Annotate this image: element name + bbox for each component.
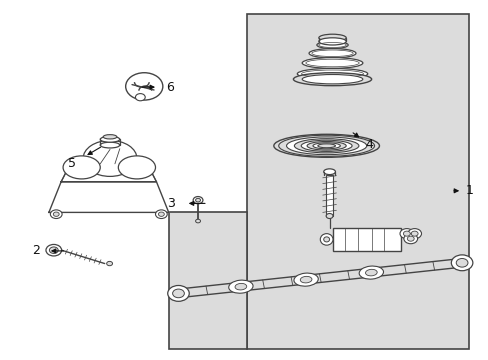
Ellipse shape (318, 34, 346, 41)
Circle shape (455, 258, 467, 267)
Circle shape (410, 231, 417, 236)
Ellipse shape (300, 276, 311, 283)
Circle shape (167, 285, 189, 301)
Circle shape (399, 229, 413, 239)
Ellipse shape (106, 261, 112, 266)
Ellipse shape (286, 137, 366, 155)
Ellipse shape (365, 269, 376, 276)
Text: 3: 3 (167, 197, 175, 210)
Ellipse shape (103, 135, 117, 139)
Ellipse shape (317, 144, 335, 148)
Ellipse shape (273, 134, 379, 157)
Ellipse shape (312, 143, 340, 149)
Circle shape (49, 247, 58, 253)
Ellipse shape (302, 58, 362, 68)
Ellipse shape (195, 219, 200, 223)
Ellipse shape (323, 237, 329, 242)
Text: 1: 1 (465, 184, 472, 197)
Text: 4: 4 (365, 138, 372, 151)
Circle shape (195, 198, 200, 202)
Bar (168, 212, 246, 349)
Circle shape (403, 231, 409, 236)
Ellipse shape (100, 136, 120, 142)
Ellipse shape (294, 139, 358, 153)
Ellipse shape (135, 94, 145, 101)
Circle shape (172, 289, 184, 298)
Circle shape (125, 73, 163, 100)
Circle shape (155, 210, 167, 219)
Ellipse shape (100, 142, 120, 148)
Ellipse shape (308, 49, 355, 58)
Ellipse shape (316, 41, 347, 49)
Circle shape (403, 234, 417, 244)
Text: 6: 6 (166, 81, 174, 94)
Ellipse shape (318, 38, 346, 45)
Ellipse shape (118, 156, 155, 179)
Ellipse shape (293, 273, 318, 286)
Ellipse shape (306, 141, 346, 150)
Ellipse shape (228, 280, 252, 293)
Bar (332, 228, 400, 251)
Circle shape (407, 236, 413, 241)
Ellipse shape (235, 283, 246, 290)
Circle shape (193, 197, 203, 204)
Ellipse shape (302, 75, 362, 84)
Circle shape (450, 255, 472, 271)
Ellipse shape (63, 156, 100, 179)
Circle shape (53, 212, 59, 216)
Ellipse shape (359, 266, 383, 279)
Bar (246, 14, 468, 349)
Ellipse shape (323, 169, 335, 175)
Polygon shape (61, 166, 156, 182)
Text: 2: 2 (32, 244, 40, 257)
Ellipse shape (293, 73, 371, 86)
Ellipse shape (301, 140, 351, 152)
Circle shape (158, 212, 164, 216)
Ellipse shape (320, 234, 332, 245)
Ellipse shape (278, 135, 374, 156)
Circle shape (46, 244, 61, 256)
Circle shape (50, 210, 62, 219)
Circle shape (407, 229, 421, 239)
Text: 5: 5 (68, 157, 76, 170)
Ellipse shape (297, 68, 367, 79)
Bar (325, 175, 333, 216)
Polygon shape (49, 182, 168, 212)
Ellipse shape (83, 140, 137, 176)
Ellipse shape (325, 213, 332, 219)
